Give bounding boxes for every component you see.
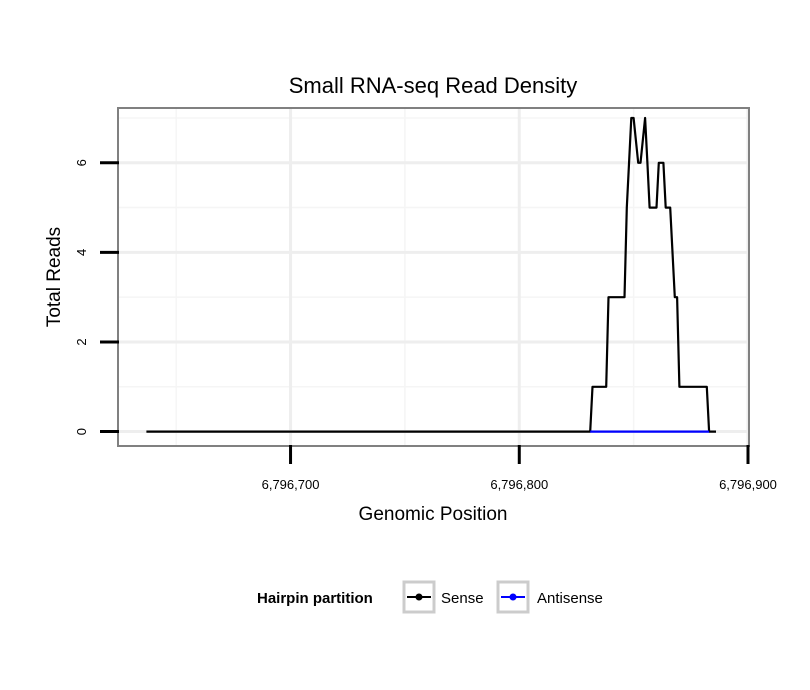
legend-point-antisense	[509, 593, 517, 601]
legend-point-sense	[415, 593, 423, 601]
legend-entry-antisense: Antisense	[496, 580, 603, 614]
series-lines	[146, 116, 716, 433]
legend-label-sense: Sense	[441, 590, 484, 607]
chart-title: Small RNA-seq Read Density	[289, 73, 578, 98]
x-tick-label-0: 6,796,700	[262, 477, 320, 492]
legend-title: Hairpin partition	[257, 590, 373, 607]
y-tick-label-1: 2	[74, 338, 89, 345]
legend-entry-sense: Sense	[402, 580, 484, 614]
y-tick-label-2: 4	[74, 249, 89, 256]
axes: 6,796,700 6,796,800 6,796,900 0 2 4 6	[74, 159, 777, 492]
grid-lines	[119, 109, 750, 445]
y-axis-title: Total Reads	[44, 227, 65, 327]
x-axis-title: Genomic Position	[359, 504, 508, 525]
y-tick-label-0: 0	[74, 428, 89, 435]
x-tick-label-1: 6,796,800	[490, 477, 548, 492]
legend: Hairpin partition Sense Antisense	[257, 580, 603, 614]
y-tick-label-3: 6	[74, 159, 89, 166]
x-tick-label-2: 6,796,900	[719, 477, 777, 492]
plot-panel-border	[117, 107, 750, 447]
legend-label-antisense: Antisense	[537, 590, 603, 607]
series-line-sense	[146, 116, 716, 433]
